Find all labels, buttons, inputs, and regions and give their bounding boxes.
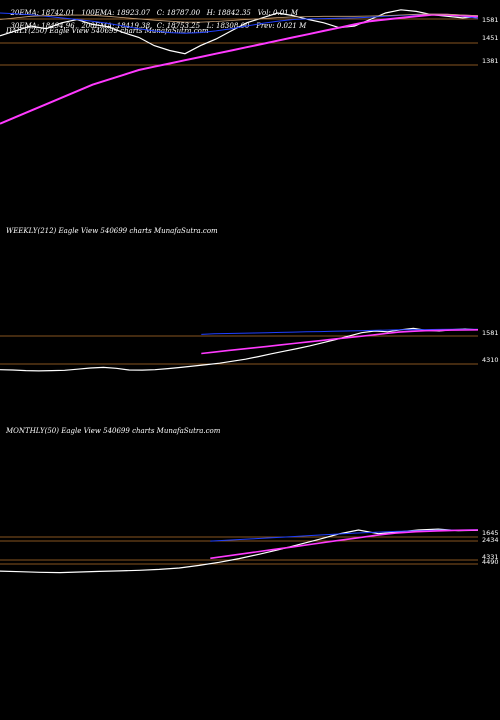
monthly-price-label-4: 4490 xyxy=(482,558,499,566)
daily-panel: 1581 1451 1381 xyxy=(0,9,499,125)
daily-series-line-3 xyxy=(0,13,479,125)
daily-price-label-2: 1451 xyxy=(482,34,499,42)
weekly-panel: 1581 4310 xyxy=(0,327,499,372)
ema30-value: 30EMA: 18494.96 xyxy=(10,22,75,30)
prev-volume-value: Prev: 0.021 M xyxy=(256,22,307,30)
monthly-price-label-1: 1645 xyxy=(482,529,499,537)
monthly-price-label-2: 2434 xyxy=(482,536,499,544)
daily-panel-title: DAILY(250) Eagle View 540699 charts Muna… xyxy=(6,27,209,35)
open-value: C: 18787.00 xyxy=(156,9,201,17)
monthly-price-label-3: 4331 xyxy=(482,553,499,561)
close-value: C: 18753.25 xyxy=(156,22,201,30)
header-line-2: 30EMA: 18494.96 200EMA: 18419.38 C: 1875… xyxy=(6,14,306,30)
monthly-series-line-3 xyxy=(210,529,479,560)
ema200-value: 200EMA: 18419.38 xyxy=(81,22,151,30)
daily-price-label-1: 1581 xyxy=(482,16,499,24)
daily-series xyxy=(0,9,479,125)
ema20-value: 20EMA: 18742.01 xyxy=(10,9,75,17)
high-value: H: 18842.35 xyxy=(206,9,251,17)
weekly-panel-title: WEEKLY(212) Eagle View 540699 charts Mun… xyxy=(6,227,218,235)
monthly-series xyxy=(0,528,479,574)
ema100-value: 100EMA: 18923.07 xyxy=(81,9,151,17)
weekly-series-line-3 xyxy=(201,329,479,355)
monthly-panel-title: MONTHLY(50) Eagle View 540699 charts Mun… xyxy=(6,427,221,435)
monthly-panel: 1645 2434 4331 4490 xyxy=(0,528,499,574)
weekly-series-line-2 xyxy=(201,328,478,335)
monthly-series-line-1 xyxy=(0,528,479,574)
daily-series-line-2 xyxy=(0,12,479,34)
weekly-price-label-1: 1581 xyxy=(482,329,499,337)
low-value: L: 18308.00 xyxy=(206,22,250,30)
weekly-series xyxy=(0,327,479,372)
daily-price-label-3: 1381 xyxy=(482,57,499,65)
daily-series-line-4 xyxy=(0,13,479,23)
weekly-price-label-2: 4310 xyxy=(482,356,499,364)
